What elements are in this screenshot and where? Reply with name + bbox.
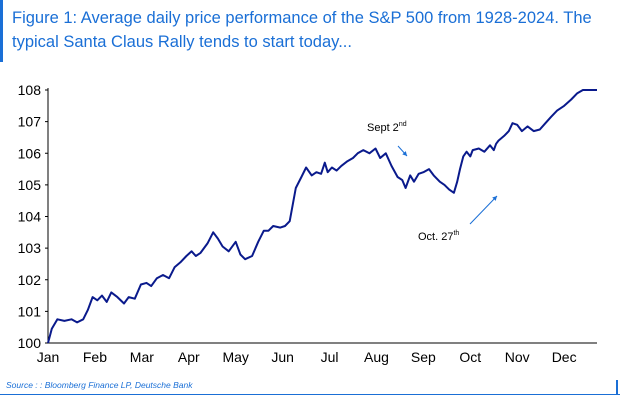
x-tick-label: Dec — [552, 349, 577, 365]
annotation-superscript: th — [453, 230, 459, 237]
y-tick-label: 108 — [18, 82, 42, 98]
y-tick-label: 100 — [18, 335, 42, 351]
annotation-label: Oct. 27th — [418, 230, 459, 243]
bottom-rule-tick — [616, 380, 618, 395]
figure-title: Figure 1: Average daily price performanc… — [12, 9, 592, 51]
x-tick-label: May — [222, 349, 248, 365]
annotation-text: Oct. 27 — [418, 231, 453, 243]
y-tick-label: 107 — [18, 114, 42, 130]
series-line — [47, 89, 597, 344]
y-tick-label: 101 — [18, 303, 42, 319]
annotation-text: Sept 2 — [367, 122, 399, 134]
x-tick-label: Jun — [271, 349, 294, 365]
y-tick-label: 103 — [18, 240, 42, 256]
x-tick-label: Mar — [130, 349, 154, 365]
x-tick-label: Sep — [411, 349, 436, 365]
y-tick-label: 106 — [18, 145, 42, 161]
x-tick-label: Aug — [364, 349, 389, 365]
x-tick-label: Apr — [178, 349, 200, 365]
title-accent-bar — [0, 0, 3, 62]
annotation-arrow — [469, 195, 498, 225]
annotation-superscript: nd — [399, 121, 407, 128]
y-tick-label: 105 — [18, 177, 42, 193]
x-tick-label: Nov — [505, 349, 530, 365]
annotation-arrowhead — [402, 151, 407, 156]
y-tick-label: 104 — [18, 209, 42, 225]
x-tick-label: Feb — [83, 349, 107, 365]
x-tick-label: Jul — [321, 349, 339, 365]
annotation-arrowhead — [492, 196, 497, 201]
x-tick-label: Oct — [459, 349, 481, 365]
x-tick-label: Jan — [37, 349, 60, 365]
bottom-rule — [0, 394, 620, 395]
y-tick-label: 102 — [18, 272, 42, 288]
annotation-label: Sept 2nd — [367, 121, 407, 134]
source-note: Source : : Bloomberg Finance LP, Deutsch… — [6, 380, 193, 390]
